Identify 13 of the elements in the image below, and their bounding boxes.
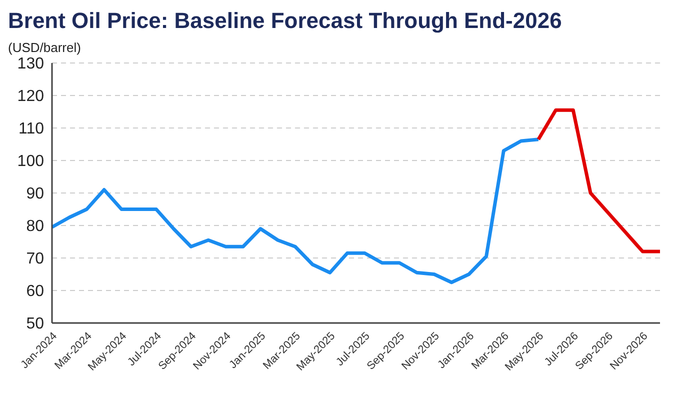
chart-title: Brent Oil Price: Baseline Forecast Through End-2026: [8, 8, 563, 34]
y-tick-label: 90: [26, 186, 44, 203]
y-axis-title: (USD/barrel): [8, 40, 82, 55]
line-series: [536, 108, 662, 254]
y-tick-label: 60: [26, 283, 44, 300]
line-series: [50, 138, 540, 284]
y-tick-label: 110: [18, 120, 44, 138]
y-tick-label: 50: [26, 316, 44, 333]
y-tick-label: 100: [17, 153, 44, 170]
y-tick-label: 130: [17, 56, 44, 73]
y-tick-label: 80: [26, 218, 44, 236]
y-tick-label: 70: [26, 250, 44, 268]
y-tick-label: 120: [17, 88, 44, 106]
